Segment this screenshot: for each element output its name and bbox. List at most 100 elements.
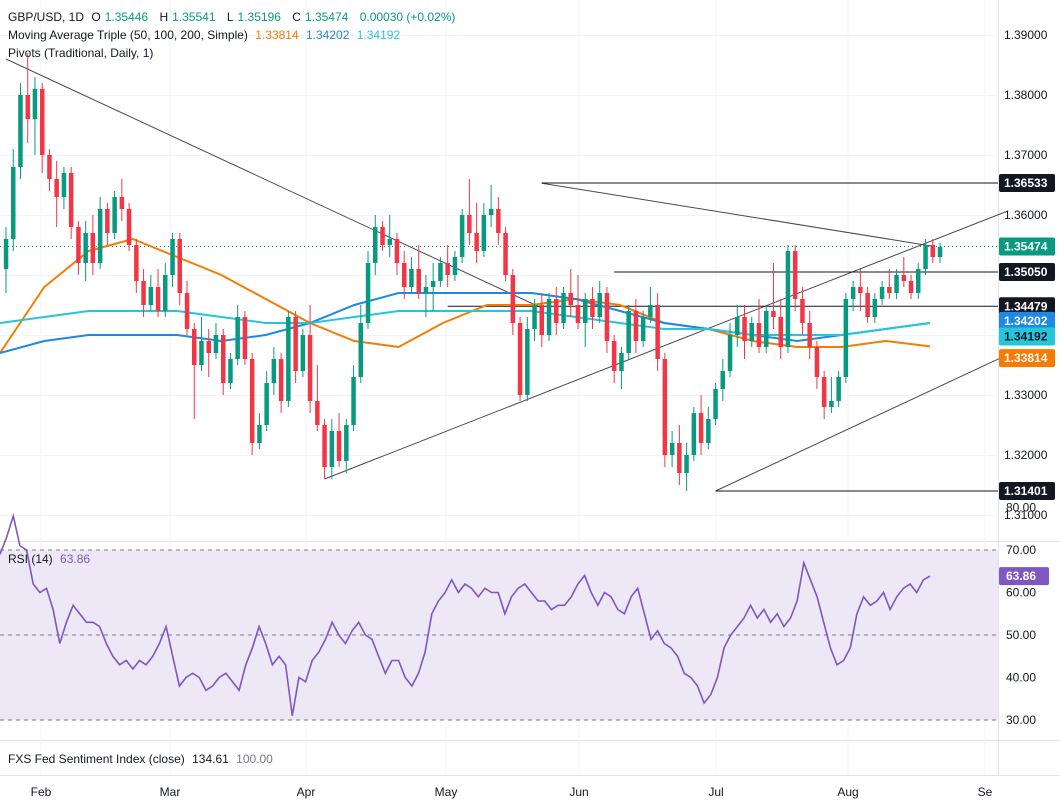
candle-body [532, 305, 537, 329]
candle-body [901, 275, 907, 281]
price-tick-label: 1.39000 [1004, 28, 1048, 42]
candle-body [459, 215, 465, 257]
candle-body [213, 335, 219, 353]
price-tag-label: 1.34479 [1004, 299, 1048, 313]
time-tick-label: Apr [297, 785, 316, 799]
ma-title: Moving Average Triple (50, 100, 200, Sim… [8, 28, 248, 42]
candle-body [749, 323, 754, 341]
candle-body [836, 377, 841, 401]
candle-body [271, 359, 277, 383]
candle-body [510, 275, 516, 323]
candle-body [409, 269, 414, 287]
candle-body [394, 239, 400, 263]
price-tag [999, 481, 1055, 500]
price-tick-label: 1.33000 [1004, 388, 1048, 402]
candle-body [351, 377, 356, 425]
candle-body [192, 329, 197, 365]
candle-body [322, 425, 327, 467]
candle-body [3, 239, 9, 269]
ma50-value: 1.33814 [255, 28, 299, 42]
candle-body [879, 287, 885, 299]
price-tag-label: 1.34202 [1004, 314, 1048, 328]
candle-body [937, 246, 943, 257]
candle-body [177, 239, 182, 293]
candle-body [496, 209, 501, 233]
candle-body [11, 167, 16, 239]
candle-body [228, 359, 233, 383]
candle-body [640, 317, 646, 341]
candle-body [619, 353, 624, 371]
candle-body [148, 287, 154, 305]
candle-body [662, 359, 668, 455]
time-tick-label: May [435, 785, 458, 799]
candle-body [626, 311, 631, 353]
rsi-tag-label: 63.86 [1006, 569, 1036, 583]
candle-body [850, 287, 856, 299]
candle-body [727, 335, 733, 371]
candle-body [669, 443, 675, 455]
price-tag-label: 1.36533 [1004, 176, 1048, 190]
candle-body [677, 443, 682, 473]
candle-body [329, 431, 335, 467]
candle-body [242, 317, 248, 359]
candle-body [481, 215, 487, 251]
candle-body [655, 305, 660, 359]
candle-body [539, 305, 544, 335]
rsi-pane [0, 512, 998, 721]
candle-body [264, 383, 269, 425]
candle-body [691, 413, 697, 455]
price-tag-label: 1.35050 [1004, 265, 1048, 279]
candle-body [908, 281, 914, 293]
candle-body [54, 179, 59, 197]
candle-body [83, 233, 88, 263]
rsi-tag [999, 567, 1049, 586]
rsi-line [0, 512, 931, 716]
rsi-title: RSI (14) [8, 552, 53, 566]
candle-body [126, 209, 132, 245]
rsi-legend: RSI (14) 63.86 [8, 551, 94, 567]
candle-body [430, 281, 436, 287]
ma-200-line [0, 310, 931, 336]
price-tag-label: 1.31401 [1004, 484, 1048, 498]
time-tick-label: Mar [160, 785, 181, 799]
candle-body [61, 173, 67, 197]
candle-body [163, 275, 168, 311]
time-tick-label: Jul [708, 785, 723, 799]
fxs-baseline: 100.00 [236, 752, 273, 766]
low-label: L 1.35196 [226, 10, 281, 24]
time-tick-label: Jun [569, 785, 588, 799]
candle-body [872, 299, 878, 317]
candle-body [18, 95, 23, 167]
candle-body [206, 341, 211, 353]
candle-body [221, 335, 226, 383]
candle-body [916, 269, 921, 293]
candle-body [32, 89, 38, 119]
candle-body [800, 299, 805, 323]
candle-body [155, 287, 161, 311]
price-tag-label: 1.34192 [1004, 329, 1048, 343]
candle-body [134, 245, 139, 281]
candle-body [583, 299, 588, 323]
candle-body [141, 281, 146, 305]
candle-body [517, 323, 523, 395]
candle-body [887, 287, 892, 293]
price-tag-label: 1.33814 [1004, 351, 1048, 365]
open-label: O 1.35446 [91, 10, 149, 24]
candle-body [698, 413, 704, 443]
fxs-legend: FXS Fed Sentiment Index (close) 134.61 1… [8, 751, 277, 767]
candle-body [76, 227, 81, 263]
candle-body [648, 305, 653, 317]
time-axis: Feb Mar Apr May Jun Jul Aug Se [31, 785, 993, 799]
candle-body [843, 299, 849, 377]
candle-body [344, 425, 349, 461]
candle-body [720, 371, 725, 389]
candle-body [590, 299, 595, 317]
price-tick-label: 1.38000 [1004, 88, 1048, 102]
rsi-tick-label: 80.00 [1006, 501, 1036, 515]
candle-body [488, 209, 494, 215]
candles [3, 53, 943, 491]
price-tag [999, 237, 1055, 256]
candle-body [257, 425, 262, 443]
candle-body [68, 173, 74, 227]
